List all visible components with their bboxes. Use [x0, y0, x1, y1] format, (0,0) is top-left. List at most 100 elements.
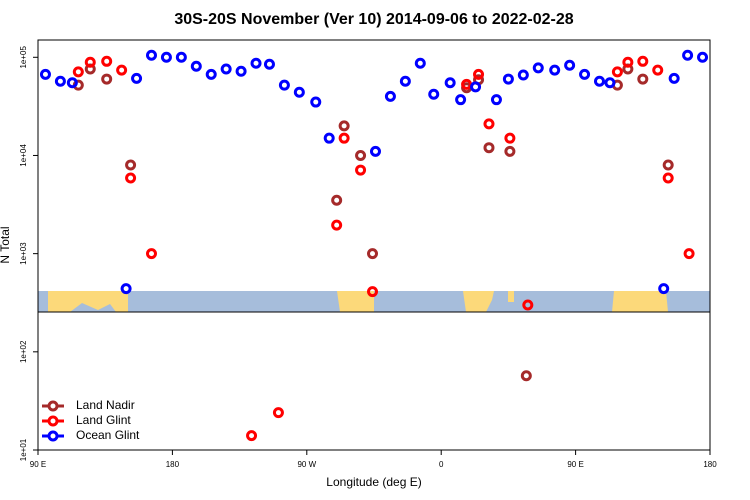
- x-tick-label: 90 W: [297, 460, 316, 469]
- point: [125, 172, 137, 184]
- point: [658, 283, 670, 295]
- point: [604, 77, 616, 89]
- point: [483, 142, 495, 154]
- land: [463, 291, 494, 312]
- legend-label: Land Glint: [76, 413, 131, 427]
- land: [508, 291, 514, 302]
- x-tick-label: 180: [703, 460, 717, 469]
- point: [323, 132, 335, 144]
- point: [637, 55, 649, 67]
- point: [549, 64, 561, 76]
- point: [428, 88, 440, 100]
- point: [682, 49, 694, 61]
- point: [175, 51, 187, 63]
- y-tick-label: 1e+03: [19, 242, 28, 265]
- point: [54, 75, 66, 87]
- point: [367, 248, 379, 260]
- point: [125, 159, 137, 171]
- x-axis-label: Longitude (deg E): [326, 475, 421, 489]
- point: [517, 69, 529, 81]
- legend-marker: [47, 400, 59, 412]
- point: [205, 68, 217, 80]
- point: [473, 68, 485, 80]
- point: [338, 132, 350, 144]
- point: [263, 58, 275, 70]
- point: [116, 64, 128, 76]
- point: [455, 94, 467, 106]
- point: [384, 90, 396, 102]
- point: [190, 60, 202, 72]
- point: [564, 59, 576, 71]
- map-strip: [38, 291, 710, 313]
- point: [250, 57, 262, 69]
- point: [490, 94, 502, 106]
- point: [369, 145, 381, 157]
- legend-label: Land Nadir: [76, 398, 135, 412]
- point: [504, 145, 516, 157]
- point: [235, 65, 247, 77]
- x-tick-label: 180: [166, 460, 180, 469]
- point: [593, 75, 605, 87]
- point: [683, 248, 695, 260]
- point: [483, 118, 495, 130]
- y-tick-label: 1e+05: [19, 46, 28, 69]
- legend-label: Ocean Glint: [76, 428, 140, 442]
- point: [160, 51, 172, 63]
- point: [579, 68, 591, 80]
- point: [331, 194, 343, 206]
- chart-title: 30S-20S November (Ver 10) 2014-09-06 to …: [174, 11, 573, 28]
- point: [652, 64, 664, 76]
- point: [522, 299, 534, 311]
- point: [504, 132, 516, 144]
- point: [101, 55, 113, 67]
- point: [461, 78, 473, 90]
- x-tick-label: 0: [439, 460, 444, 469]
- point: [278, 79, 290, 91]
- point: [637, 73, 649, 85]
- point: [355, 149, 367, 161]
- point: [272, 407, 284, 419]
- point: [331, 219, 343, 231]
- point: [662, 172, 674, 184]
- point: [293, 86, 305, 98]
- point: [668, 72, 680, 84]
- point: [502, 73, 514, 85]
- point: [367, 286, 379, 298]
- point: [84, 56, 96, 68]
- point: [697, 51, 709, 63]
- point: [145, 248, 157, 260]
- point: [414, 57, 426, 69]
- land: [337, 291, 374, 312]
- point: [246, 430, 258, 442]
- point: [622, 56, 634, 68]
- legend-marker: [47, 415, 59, 427]
- y-tick-label: 1e+04: [19, 144, 28, 167]
- point: [220, 63, 232, 75]
- plot-frame: [37, 39, 711, 451]
- point: [72, 66, 84, 78]
- point: [399, 75, 411, 87]
- point: [101, 73, 113, 85]
- point: [532, 62, 544, 74]
- y-tick-label: 1e+01: [19, 438, 28, 461]
- legend-marker: [47, 430, 59, 442]
- point: [66, 77, 78, 89]
- y-axis-label: N Total: [0, 226, 12, 263]
- point: [355, 164, 367, 176]
- point: [444, 77, 456, 89]
- point: [39, 68, 51, 80]
- land: [612, 291, 668, 312]
- point: [338, 120, 350, 132]
- x-tick-label: 90 E: [567, 460, 583, 469]
- y-tick-label: 1e+02: [19, 340, 28, 363]
- point: [145, 49, 157, 61]
- x-tick-label: 90 E: [30, 460, 46, 469]
- point: [611, 66, 623, 78]
- point: [310, 96, 322, 108]
- point: [662, 159, 674, 171]
- point: [470, 81, 482, 93]
- land: [48, 291, 128, 312]
- point: [120, 283, 132, 295]
